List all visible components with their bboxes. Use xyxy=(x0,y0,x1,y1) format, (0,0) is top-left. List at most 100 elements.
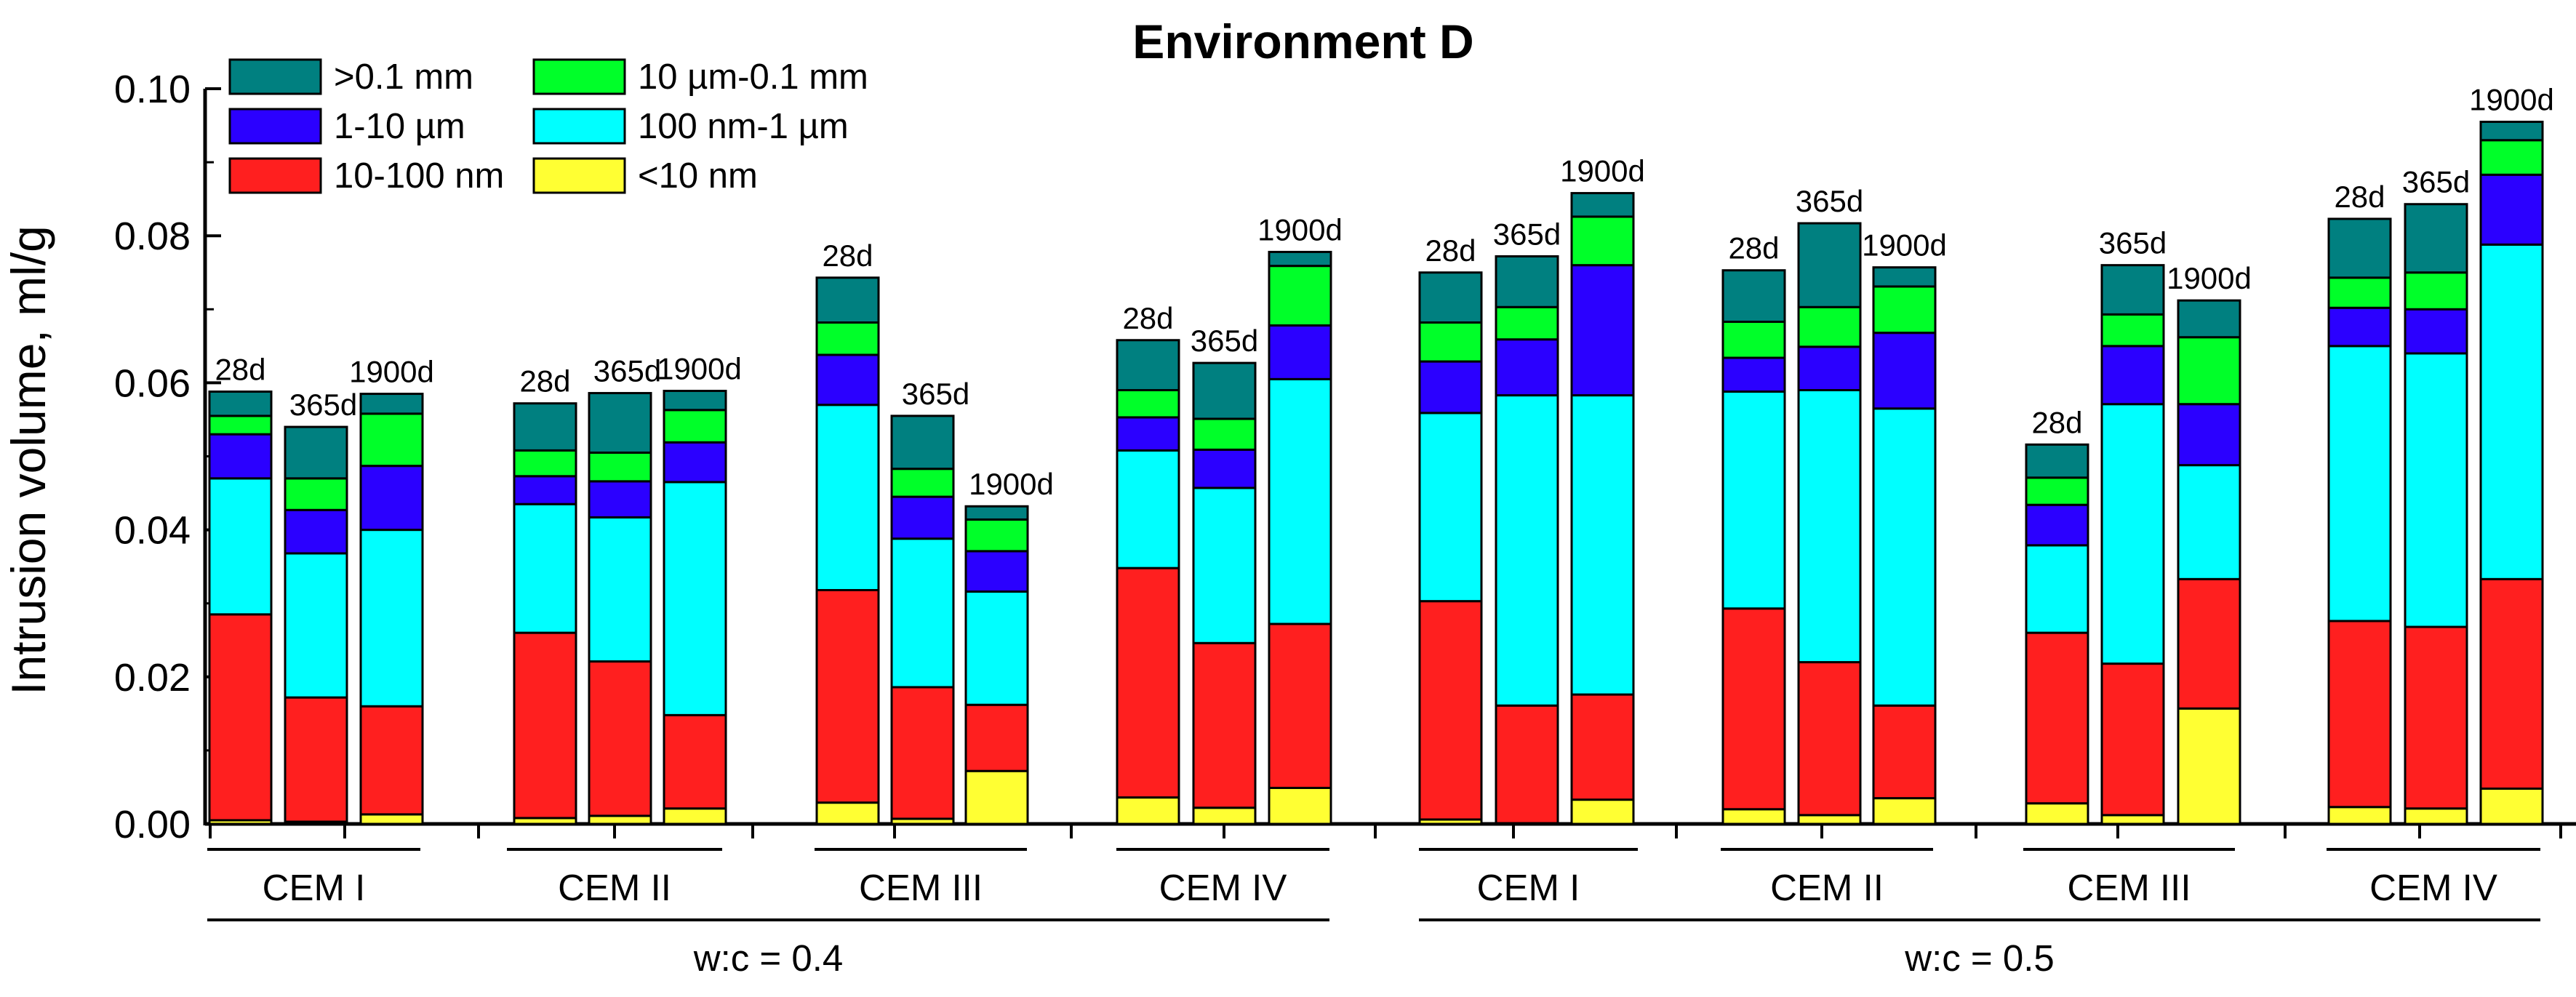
bar-segment xyxy=(588,660,652,817)
bar-segment xyxy=(1872,407,1937,707)
bar-segment xyxy=(513,502,577,634)
legend-label: >0.1 mm xyxy=(334,57,473,97)
cement-label: CEM IV xyxy=(2369,867,2497,908)
bar-segment xyxy=(1495,338,1559,397)
bar-segment xyxy=(1116,389,1180,419)
bar-segment xyxy=(359,705,424,816)
bar-segment xyxy=(1570,693,1635,801)
bar-segment xyxy=(1721,320,1786,359)
legend-swatch xyxy=(228,108,322,145)
bar-segment xyxy=(1116,566,1180,799)
bar-segment xyxy=(2479,577,2544,790)
period-label: 28d xyxy=(1122,301,1173,335)
bar-segment xyxy=(284,696,348,823)
bar-segment xyxy=(1192,487,1257,644)
chart-title: Environment D xyxy=(1132,15,1473,68)
bar-segment xyxy=(2404,807,2468,825)
bar-segment xyxy=(284,552,348,699)
bar-segment xyxy=(1418,321,1483,363)
bar-segment xyxy=(1418,271,1483,324)
period-label: 1900d xyxy=(657,352,742,386)
legend-label: 1-10 µm xyxy=(334,107,465,146)
bar-segment xyxy=(964,590,1029,706)
bar-segment xyxy=(588,814,652,825)
bar-segment xyxy=(2100,313,2165,348)
bar-segment xyxy=(359,393,424,415)
bar-segment xyxy=(663,390,727,412)
bar-segment xyxy=(2404,352,2468,628)
bar-segment xyxy=(284,477,348,511)
bar-segment xyxy=(663,481,727,716)
bar-segment xyxy=(964,518,1029,553)
bar-segment xyxy=(513,631,577,820)
bar-segment xyxy=(1570,215,1635,267)
period-label: 365d xyxy=(902,377,969,411)
bar-segment xyxy=(815,801,880,825)
bar-segment xyxy=(2100,403,2165,665)
y-tick-label: 0.00 xyxy=(114,803,191,846)
y-tick-label: 0.08 xyxy=(114,215,191,258)
bar-segment xyxy=(1268,622,1332,789)
bar-segment xyxy=(1192,448,1257,489)
bar-segment xyxy=(1268,377,1332,625)
bar-segment xyxy=(359,412,424,468)
bar-segment xyxy=(1570,264,1635,397)
bar-segment xyxy=(588,392,652,454)
bar-segment xyxy=(1570,394,1635,696)
bar-segment xyxy=(1721,607,1786,811)
period-label: 28d xyxy=(1425,233,1476,268)
period-label: 1900d xyxy=(349,355,434,389)
bar-segment xyxy=(1495,704,1559,825)
bar-segment xyxy=(663,713,727,810)
bar-segment xyxy=(2025,631,2089,805)
period-label: 1900d xyxy=(2167,261,2252,295)
bar-segment xyxy=(1872,704,1937,800)
bar-segment xyxy=(2327,806,2392,825)
bar-segment xyxy=(208,433,273,480)
cement-label: CEM III xyxy=(859,867,983,908)
bar-segment xyxy=(1116,449,1180,569)
bar-segment xyxy=(2177,577,2241,710)
bar-segment xyxy=(815,404,880,592)
bar-segment xyxy=(1872,285,1937,335)
bar-segment xyxy=(663,441,727,484)
bar-segment xyxy=(359,529,424,708)
bar-segment xyxy=(2025,503,2089,547)
bar-segment xyxy=(1570,192,1635,218)
period-label: 1900d xyxy=(1862,228,1947,263)
bar-segment xyxy=(1418,412,1483,603)
period-label: 365d xyxy=(289,388,357,422)
period-label: 28d xyxy=(1728,231,1779,265)
bar-segment xyxy=(1192,361,1257,420)
bar-segment xyxy=(663,807,727,825)
bar-segment xyxy=(2177,464,2241,580)
bar-segment xyxy=(815,353,880,407)
bar-segment xyxy=(1797,345,1862,392)
bar-segment xyxy=(2025,443,2089,479)
bar-segment xyxy=(588,451,652,483)
bar-segment xyxy=(964,703,1029,772)
x-axis-ticks xyxy=(209,824,2562,838)
bar-segment xyxy=(208,613,273,822)
legend-swatch xyxy=(532,58,626,95)
bar-segment xyxy=(1721,808,1786,825)
period-label: 365d xyxy=(593,354,661,388)
period-label: 28d xyxy=(822,239,873,273)
bar-segment xyxy=(2479,139,2544,176)
bar-segment xyxy=(1721,356,1786,393)
bar-segment xyxy=(1268,324,1332,380)
y-tick-label: 0.02 xyxy=(114,656,191,700)
legend: >0.1 mm 10 µm-0.1 mm 1-10 µm 100 nm-1 µm 10-… xyxy=(228,57,868,196)
legend-label: 100 nm-1 µm xyxy=(638,107,849,146)
y-axis-label: Intrusion volume, ml/g xyxy=(1,225,55,695)
bar-segment xyxy=(2479,120,2544,142)
y-tick-label: 0.10 xyxy=(114,68,191,111)
bar-segment xyxy=(2025,476,2089,506)
bar-segment xyxy=(1116,339,1180,392)
cement-label: CEM IV xyxy=(1159,867,1287,908)
bar-segment xyxy=(964,505,1029,521)
bar-segment xyxy=(2327,306,2392,348)
bar-segment xyxy=(2479,243,2544,580)
